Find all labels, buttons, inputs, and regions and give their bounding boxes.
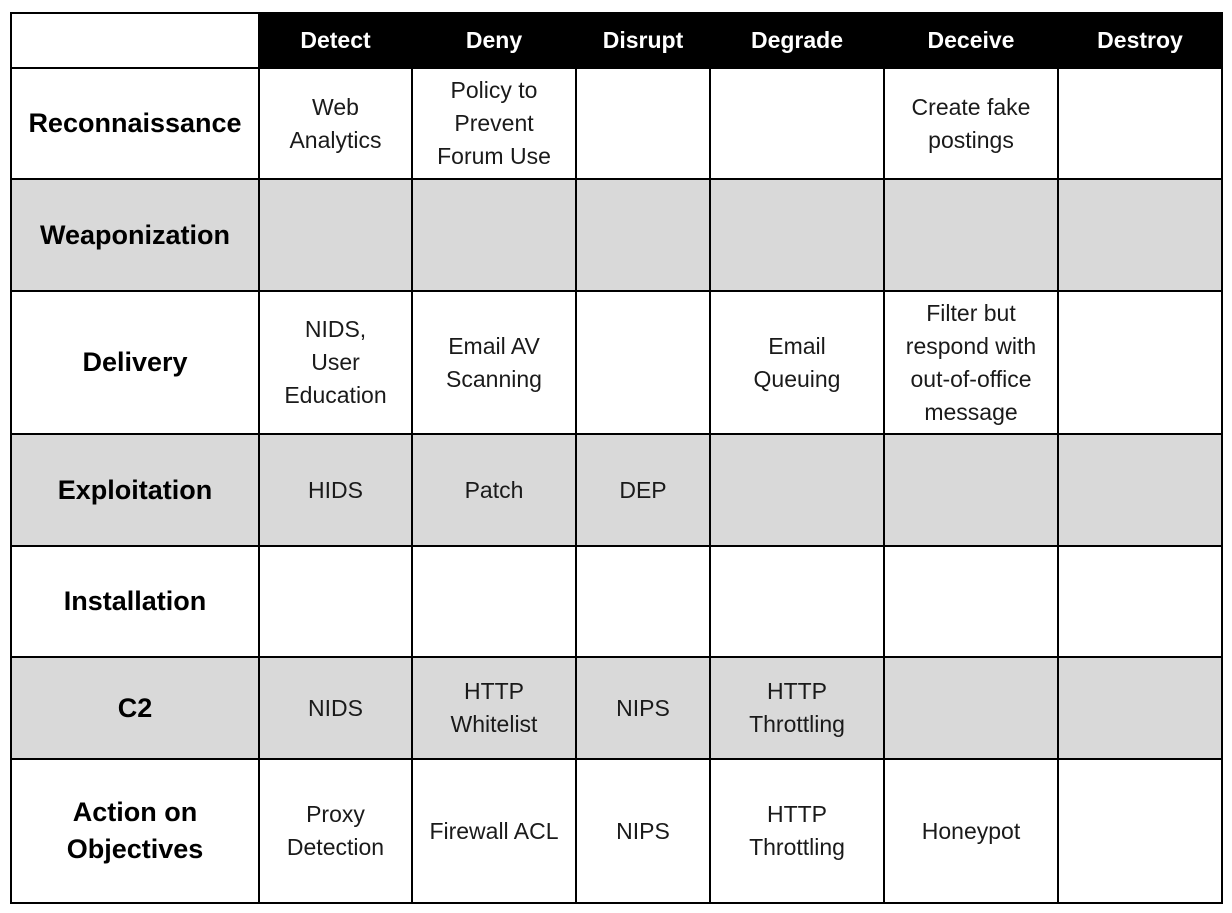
table-cell — [258, 545, 413, 658]
table-cell — [709, 433, 885, 547]
row-header: Installation — [10, 545, 260, 658]
cell-text: HIDS — [308, 476, 363, 503]
table-cell: Honeypot — [883, 758, 1059, 904]
table-cell: Create fake postings — [883, 67, 1059, 180]
cell-text: HTTP Throttling — [749, 678, 845, 737]
table-row-exploitation: Exploitation HIDS Patch DEP — [10, 433, 1223, 547]
cell-text: NIPS — [616, 694, 670, 721]
cell-text: HTTP Whitelist — [450, 678, 538, 737]
column-header-detect: Detect — [258, 12, 413, 69]
table-cell: HIDS — [258, 433, 413, 547]
cell-text: HTTP Throttling — [749, 801, 845, 860]
table-cell — [1057, 433, 1223, 547]
table-cell: Firewall ACL — [411, 758, 577, 904]
table-cell: NIDS — [258, 656, 413, 760]
row-header-label: Reconnaissance — [28, 108, 242, 138]
row-header: Delivery — [10, 290, 260, 435]
table-cell: HTTP Whitelist — [411, 656, 577, 760]
courses-of-action-matrix: Detect Deny Disrupt Degrade Deceive Dest… — [10, 12, 1223, 904]
table-cell — [575, 290, 711, 435]
table-row-installation: Installation — [10, 545, 1223, 658]
cell-text: NIDS — [308, 694, 363, 721]
table-cell — [258, 178, 413, 292]
table-cell — [1057, 545, 1223, 658]
cell-text: DEP — [619, 476, 667, 503]
cell-text: NIDS, User Education — [284, 316, 387, 408]
table-cell: HTTP Throttling — [709, 656, 885, 760]
row-header-label: Installation — [63, 586, 207, 616]
table-cell: Email AV Scanning — [411, 290, 577, 435]
table-cell — [883, 545, 1059, 658]
table-cell — [1057, 290, 1223, 435]
table-cell — [1057, 178, 1223, 292]
cell-text: Web Analytics — [289, 93, 382, 153]
column-header-deceive: Deceive — [883, 12, 1059, 69]
table-cell — [1057, 758, 1223, 904]
table-cell — [411, 178, 577, 292]
column-header-deny: Deny — [411, 12, 577, 69]
table-row-c2: C2 NIDS HTTP Whitelist NIPS HTTP Throttl… — [10, 656, 1223, 760]
table-row-reconnaissance: Reconnaissance Web Analytics Policy to P… — [10, 67, 1223, 180]
cell-text: Policy to Prevent Forum Use — [437, 77, 551, 169]
cell-text: NIPS — [616, 817, 670, 844]
table-cell — [575, 178, 711, 292]
cell-text: Filter but respond with out-of-office me… — [905, 299, 1037, 425]
table-cell — [709, 67, 885, 180]
row-header: Action on Objectives — [10, 758, 260, 904]
cell-text: Patch — [464, 476, 524, 503]
table-cell — [411, 545, 577, 658]
table-cell — [1057, 656, 1223, 760]
row-header: Weaponization — [10, 178, 260, 292]
table-cell — [1057, 67, 1223, 180]
table-cell: Patch — [411, 433, 577, 547]
table-cell: Email Queuing — [709, 290, 885, 435]
row-header-label: Delivery — [82, 347, 188, 377]
row-header-label: Action on Objectives — [66, 797, 204, 864]
cell-text: Proxy Detection — [286, 801, 385, 860]
table-row-weaponization: Weaponization — [10, 178, 1223, 292]
table-cell: NIPS — [575, 758, 711, 904]
table-cell — [709, 178, 885, 292]
table-cell — [575, 67, 711, 180]
table-cell — [575, 545, 711, 658]
cell-text: Firewall ACL — [429, 817, 559, 844]
header-row: Detect Deny Disrupt Degrade Deceive Dest… — [10, 12, 1223, 69]
column-header-disrupt: Disrupt — [575, 12, 711, 69]
table-cell: Proxy Detection — [258, 758, 413, 904]
table-cell: NIDS, User Education — [258, 290, 413, 435]
column-header-degrade: Degrade — [709, 12, 885, 69]
row-header: Reconnaissance — [10, 67, 260, 180]
cell-text: Email Queuing — [753, 332, 841, 392]
row-header: Exploitation — [10, 433, 260, 547]
table-cell — [883, 178, 1059, 292]
cell-text: Honeypot — [921, 817, 1021, 844]
table-cell: Web Analytics — [258, 67, 413, 180]
row-header: C2 — [10, 656, 260, 760]
table-cell: DEP — [575, 433, 711, 547]
table-cell — [709, 545, 885, 658]
corner-cell — [10, 12, 260, 69]
row-header-label: Exploitation — [57, 474, 213, 505]
table-cell: Policy to Prevent Forum Use — [411, 67, 577, 180]
table-cell: Filter but respond with out-of-office me… — [883, 290, 1059, 435]
row-header-label: Weaponization — [39, 219, 230, 250]
row-header-label: C2 — [117, 692, 153, 723]
column-header-destroy: Destroy — [1057, 12, 1223, 69]
table-cell: HTTP Throttling — [709, 758, 885, 904]
cell-text: Create fake postings — [911, 93, 1031, 153]
table-cell — [883, 656, 1059, 760]
table-cell — [883, 433, 1059, 547]
table-row-delivery: Delivery NIDS, User Education Email AV S… — [10, 290, 1223, 435]
table-cell: NIPS — [575, 656, 711, 760]
table-row-action-on-objectives: Action on Objectives Proxy Detection Fir… — [10, 758, 1223, 904]
cell-text: Email AV Scanning — [446, 332, 542, 392]
